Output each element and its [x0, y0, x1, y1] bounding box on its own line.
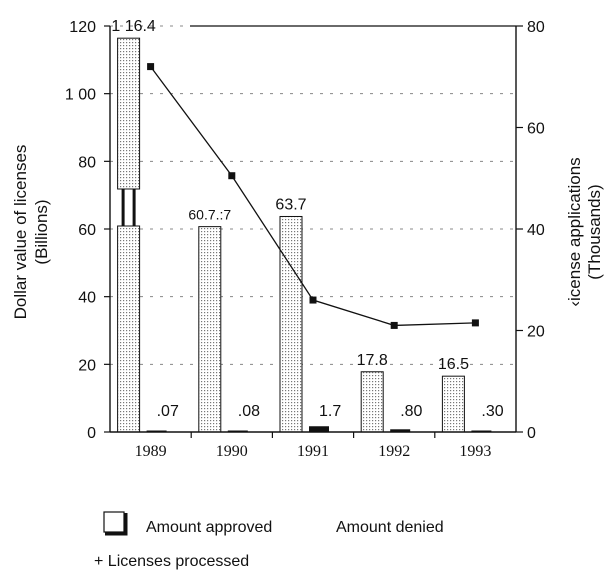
right-axis-title-line2: (Thousands) — [585, 184, 604, 279]
x-tick-label: 1990 — [216, 443, 248, 460]
axes — [104, 25, 523, 438]
legend-approved-swatch — [103, 511, 125, 533]
legend-label-approved: Amount approved — [146, 519, 272, 536]
x-tick-label: 1992 — [378, 443, 410, 460]
bar-approved-label: 1 16.4 — [111, 18, 156, 35]
left-tick-label: 20 — [78, 357, 96, 374]
left-tick-label: 40 — [78, 290, 96, 307]
licenses-point — [147, 63, 155, 71]
bar-approved — [198, 226, 222, 433]
right-tick-label: 80 — [527, 19, 545, 36]
legend: Amount approved Amount denied + Licenses… — [94, 511, 444, 570]
licenses-point — [228, 172, 236, 180]
grid — [110, 25, 516, 365]
bar-approved-label: 17.8 — [357, 352, 388, 369]
right-tick-label: 60 — [527, 121, 545, 138]
right-tick-label: 0 — [527, 425, 536, 442]
bar-approved — [117, 37, 141, 190]
bar-denied-label: .30 — [481, 403, 503, 420]
licenses-point — [390, 321, 398, 329]
axis-break-mark — [121, 189, 125, 226]
left-axis-title-line1: Dollar value of licenses — [11, 145, 30, 320]
bar-approved — [117, 225, 141, 433]
x-tick-label: 1993 — [459, 443, 491, 460]
bar-approved-label: 60.7.:7 — [188, 207, 231, 223]
bar-approved — [279, 215, 303, 433]
bar-denied-label: .80 — [400, 403, 422, 420]
bar-denied — [309, 426, 329, 432]
bar-denied-label: .07 — [157, 403, 179, 420]
left-axis-title-line2: (Billions) — [32, 199, 51, 264]
right-tick-label: 40 — [527, 222, 545, 239]
legend-approved-swatch-shadow — [105, 513, 128, 536]
right-axis-title-line1: ‹icense applications — [565, 157, 584, 306]
bar-approved-label: 63.7 — [275, 196, 306, 213]
right-axis-title: ‹icense applications (Thousands) — [565, 157, 604, 306]
right-tick-label: 20 — [527, 324, 545, 341]
bar-approved-label: 16.5 — [438, 356, 469, 373]
axis-break-mark — [132, 189, 136, 226]
left-tick-label: 1 00 — [65, 87, 96, 104]
left-tick-label: 120 — [69, 19, 96, 36]
left-axis-title: Dollar value of licenses (Billions) — [11, 145, 51, 320]
left-tick-label: 0 — [87, 425, 96, 442]
left-tick-label: 60 — [78, 222, 96, 239]
bar-denied — [390, 429, 411, 432]
licenses-line — [147, 63, 479, 329]
bars — [117, 37, 492, 433]
bar-approved — [441, 375, 465, 433]
bar-approved — [360, 371, 384, 433]
legend-label-denied: Amount denied — [336, 519, 444, 536]
bar-denied-label: .08 — [238, 403, 260, 420]
labels: 0 20 40 60 80 1 00 120 0 20 40 60 80 1989 1990 1991 199… — [65, 18, 545, 460]
bar-denied-label: 1.7 — [319, 403, 341, 420]
licenses-point — [309, 296, 317, 304]
legend-label-licenses: + Licenses processed — [94, 553, 249, 570]
licenses-point — [471, 319, 479, 327]
left-tick-label: 80 — [78, 154, 96, 171]
x-tick-label: 1989 — [135, 443, 167, 460]
x-tick-label: 1991 — [297, 443, 329, 460]
